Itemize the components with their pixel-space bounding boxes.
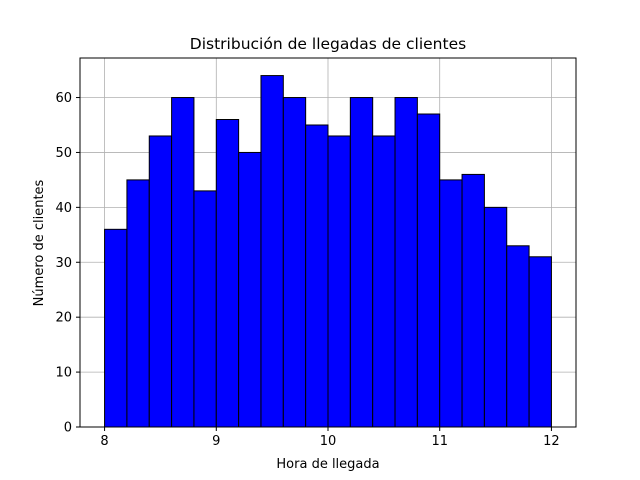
- histogram-bar: [193, 190, 217, 428]
- x-axis-label: Hora de llegada: [276, 457, 379, 472]
- histogram-bar: [372, 135, 396, 428]
- histogram-bar: [238, 151, 262, 428]
- histogram-bar: [349, 97, 374, 428]
- histogram-bar: [528, 256, 552, 428]
- x-tick-label: 8: [100, 434, 108, 449]
- histogram-bar: [416, 113, 441, 428]
- y-tick-label: 0: [64, 421, 72, 436]
- histogram-bar: [439, 179, 463, 428]
- histogram-bar: [282, 97, 307, 428]
- histogram-bar: [104, 228, 128, 428]
- x-tick-label: 10: [320, 434, 337, 449]
- histogram-bar: [506, 245, 530, 428]
- y-axis-label: Número de clientes: [32, 179, 47, 306]
- y-tick-label: 50: [55, 146, 72, 161]
- x-tick-label: 12: [543, 434, 560, 449]
- histogram-bar: [394, 97, 418, 428]
- y-tick-label: 60: [55, 91, 72, 106]
- x-axis-ticks: 8 9 10 11 12: [100, 427, 560, 449]
- histogram-bar: [461, 173, 485, 428]
- y-tick-label: 30: [55, 256, 72, 271]
- chart-title: Distribución de llegadas de clientes: [190, 35, 466, 53]
- histogram-bar: [260, 75, 284, 428]
- x-tick-label: 11: [431, 434, 448, 449]
- y-tick-label: 10: [55, 366, 72, 381]
- y-axis-ticks: 0 10 20 30 40 50 60: [55, 91, 80, 436]
- x-tick-label: 9: [212, 434, 220, 449]
- histogram-bar: [305, 124, 329, 428]
- y-tick-label: 40: [55, 201, 72, 216]
- histogram-bar: [126, 179, 150, 428]
- histogram-bar: [148, 135, 173, 428]
- histogram-bar: [327, 135, 351, 428]
- histogram-bar: [171, 97, 195, 428]
- histogram-bar: [483, 206, 508, 428]
- y-tick-label: 20: [55, 311, 72, 326]
- histogram-bar: [215, 119, 240, 428]
